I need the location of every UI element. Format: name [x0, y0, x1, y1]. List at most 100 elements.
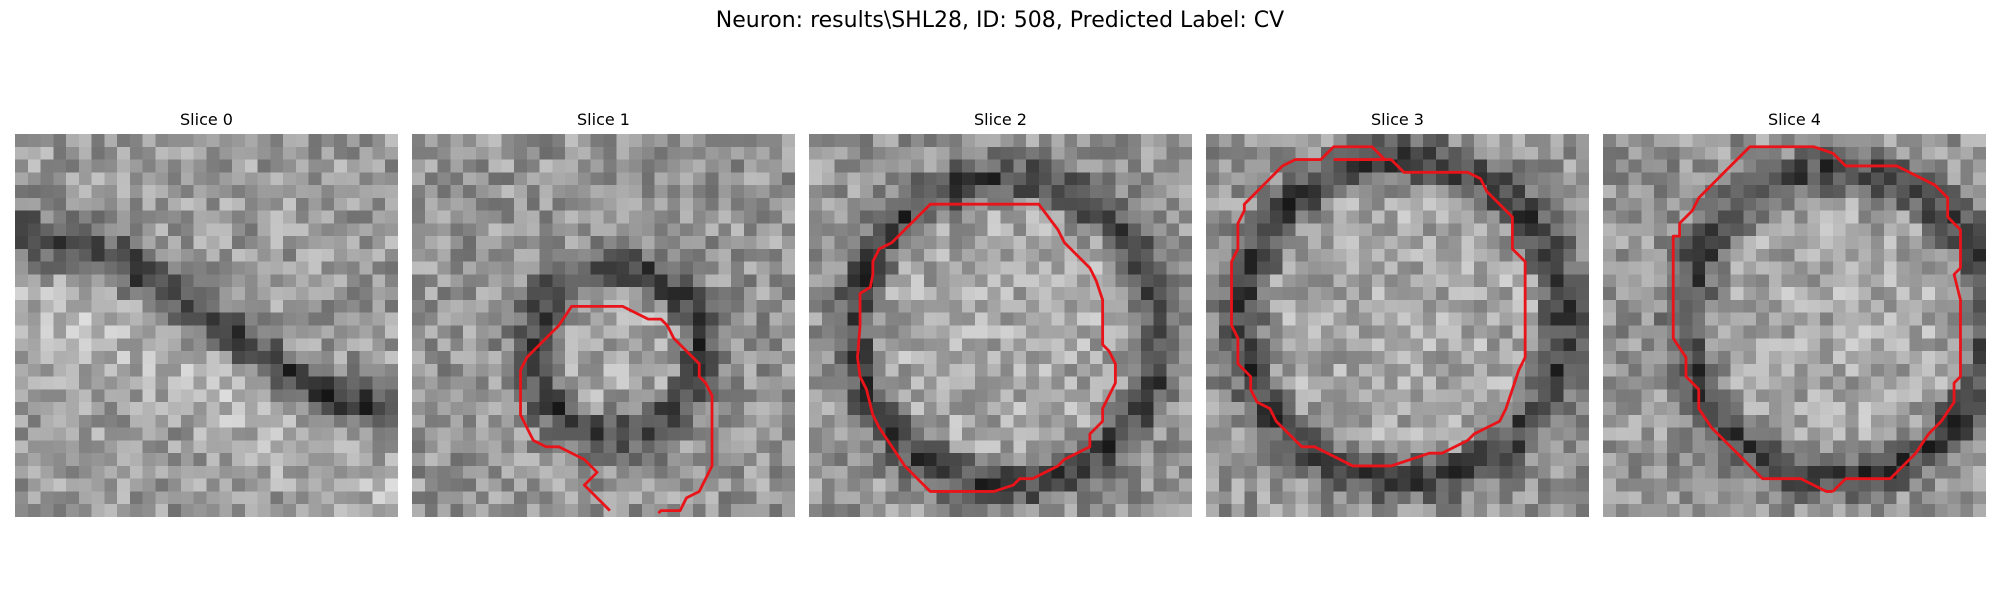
pixel	[1934, 389, 1948, 403]
pixel	[437, 491, 451, 505]
pixel	[1756, 338, 1770, 352]
pixel	[1397, 312, 1411, 326]
pixel	[463, 172, 477, 186]
pixel	[1269, 236, 1283, 250]
pixel	[641, 325, 655, 339]
pixel	[424, 491, 438, 505]
pixel	[923, 427, 937, 441]
pixel	[295, 325, 309, 339]
pixel	[1000, 465, 1014, 479]
pixel	[782, 363, 795, 377]
pixel	[1474, 389, 1488, 403]
pixel	[1858, 287, 1872, 301]
pixel	[1244, 248, 1258, 262]
pixel	[1013, 363, 1027, 377]
pixel	[1089, 223, 1103, 237]
pixel	[321, 325, 335, 339]
pixel	[718, 172, 732, 186]
pixel	[667, 440, 681, 454]
pixel	[346, 491, 360, 505]
pixel	[1000, 236, 1014, 250]
pixel	[1845, 312, 1859, 326]
pixel	[501, 427, 515, 441]
pixel	[1026, 236, 1040, 250]
pixel	[1153, 185, 1167, 199]
pixel	[962, 185, 976, 199]
pixel	[1269, 261, 1283, 275]
pixel	[1295, 172, 1309, 186]
pixel	[1257, 414, 1271, 428]
pixel	[1781, 274, 1795, 288]
pixel	[718, 223, 732, 237]
slice-title: Slice 4	[1768, 110, 1821, 129]
pixel	[321, 402, 335, 416]
pixel	[1628, 389, 1642, 403]
pixel	[219, 185, 233, 199]
pixel	[1410, 210, 1424, 224]
pixel	[1807, 236, 1821, 250]
pixel	[346, 440, 360, 454]
pixel	[1499, 299, 1513, 313]
pixel	[1166, 478, 1180, 492]
pixel	[1781, 146, 1795, 160]
pixel	[1973, 274, 1986, 288]
pixel	[1717, 248, 1731, 262]
pixel	[872, 363, 886, 377]
pixel	[782, 427, 795, 441]
pixel	[769, 287, 783, 301]
pixel	[1563, 185, 1577, 199]
pixel	[680, 325, 694, 339]
pixel	[1883, 287, 1897, 301]
pixel	[1013, 414, 1027, 428]
pixel	[155, 363, 169, 377]
pixel	[1308, 197, 1322, 211]
pixel	[78, 325, 92, 339]
pixel	[334, 338, 348, 352]
pixel	[1807, 159, 1821, 173]
pixel	[1768, 478, 1782, 492]
pixel	[769, 363, 783, 377]
pixel	[987, 338, 1001, 352]
pixel	[1807, 223, 1821, 237]
pixel	[629, 338, 643, 352]
pixel	[155, 427, 169, 441]
pixel	[885, 261, 899, 275]
pixel	[1563, 363, 1577, 377]
pixel	[412, 351, 426, 365]
pixel	[552, 338, 566, 352]
pixel	[1537, 146, 1551, 160]
pixel	[1756, 402, 1770, 416]
pixel	[847, 325, 861, 339]
pixel	[1282, 185, 1296, 199]
pixel	[1934, 312, 1948, 326]
pixel	[1384, 223, 1398, 237]
pixel	[743, 478, 757, 492]
pixel	[1218, 248, 1232, 262]
pixel	[565, 223, 579, 237]
pixel	[1179, 325, 1192, 339]
pixel	[1512, 172, 1526, 186]
pixel	[1820, 223, 1834, 237]
pixel	[1269, 287, 1283, 301]
pixel	[1359, 236, 1373, 250]
pixel	[1576, 465, 1589, 479]
pixel	[526, 223, 540, 237]
pixel	[437, 478, 451, 492]
pixel	[1525, 134, 1539, 148]
pixel	[1218, 478, 1232, 492]
pixel	[514, 248, 528, 262]
pixel	[629, 351, 643, 365]
pixel	[974, 172, 988, 186]
pixel	[1128, 287, 1142, 301]
pixel	[66, 465, 80, 479]
pixel	[321, 453, 335, 467]
pixel	[1883, 504, 1897, 517]
pixel	[1282, 453, 1296, 467]
pixel	[1051, 363, 1065, 377]
pixel	[1628, 134, 1642, 148]
pixel	[385, 172, 398, 186]
pixel	[1781, 223, 1795, 237]
pixel	[1153, 453, 1167, 467]
pixel	[283, 299, 297, 313]
pixel	[1641, 402, 1655, 416]
